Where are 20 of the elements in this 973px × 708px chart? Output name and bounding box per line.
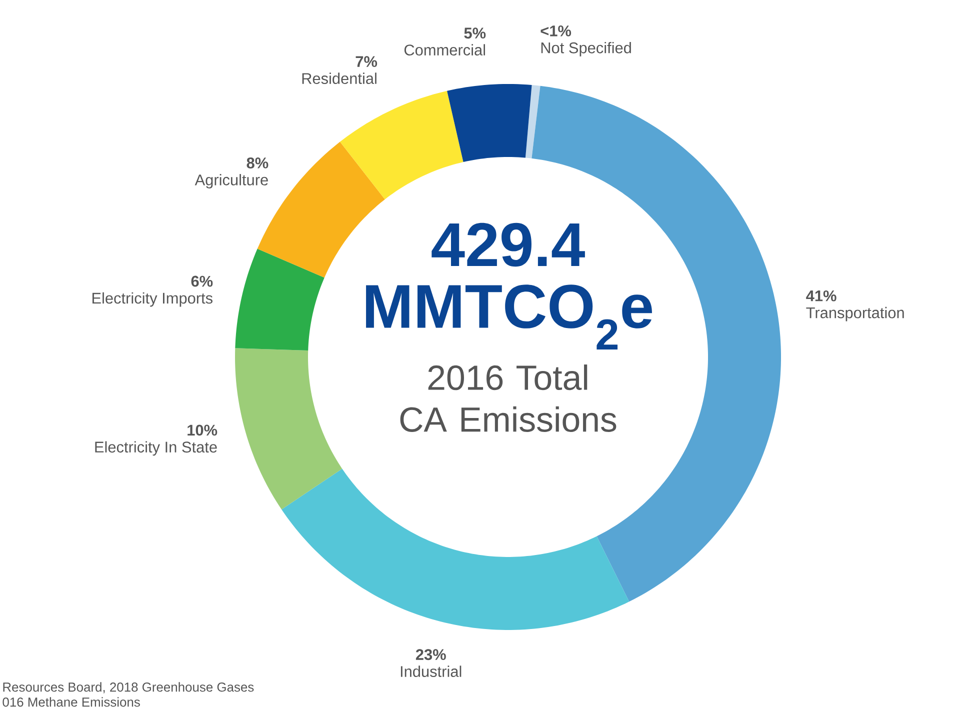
- text: 429.4 MMTCO$_{2}$e: [366, 222, 652, 350]
- slice-label: Electricity Imports: [92, 292, 212, 307]
- slice-label: Agriculture: [194, 174, 268, 188]
- slice-label: Not Specified: [541, 42, 631, 56]
- data-label: 6%: [191, 276, 213, 287]
- text: Resources Board, 2018 Greenhouse Gases: [3, 682, 254, 694]
- data-label: 8%: [246, 158, 268, 168]
- slice-label: Residential: [302, 72, 376, 84]
- data-label: 41%: [806, 290, 836, 302]
- text: 2016 Total CA Emissions: [400, 364, 616, 432]
- slice-label: Commercial: [404, 44, 485, 56]
- data-label: <1%: [540, 25, 572, 36]
- slice-label: Industrial: [400, 666, 462, 678]
- data-label: 23%: [416, 649, 446, 660]
- data-label: 5%: [464, 28, 486, 39]
- data-label: 10%: [188, 424, 218, 436]
- slice-label: Transportation: [806, 306, 904, 322]
- text: 016 Methane Emissions: [2, 697, 140, 707]
- data-label: 7%: [356, 56, 378, 68]
- slice-label: Electricity In State: [95, 441, 217, 456]
